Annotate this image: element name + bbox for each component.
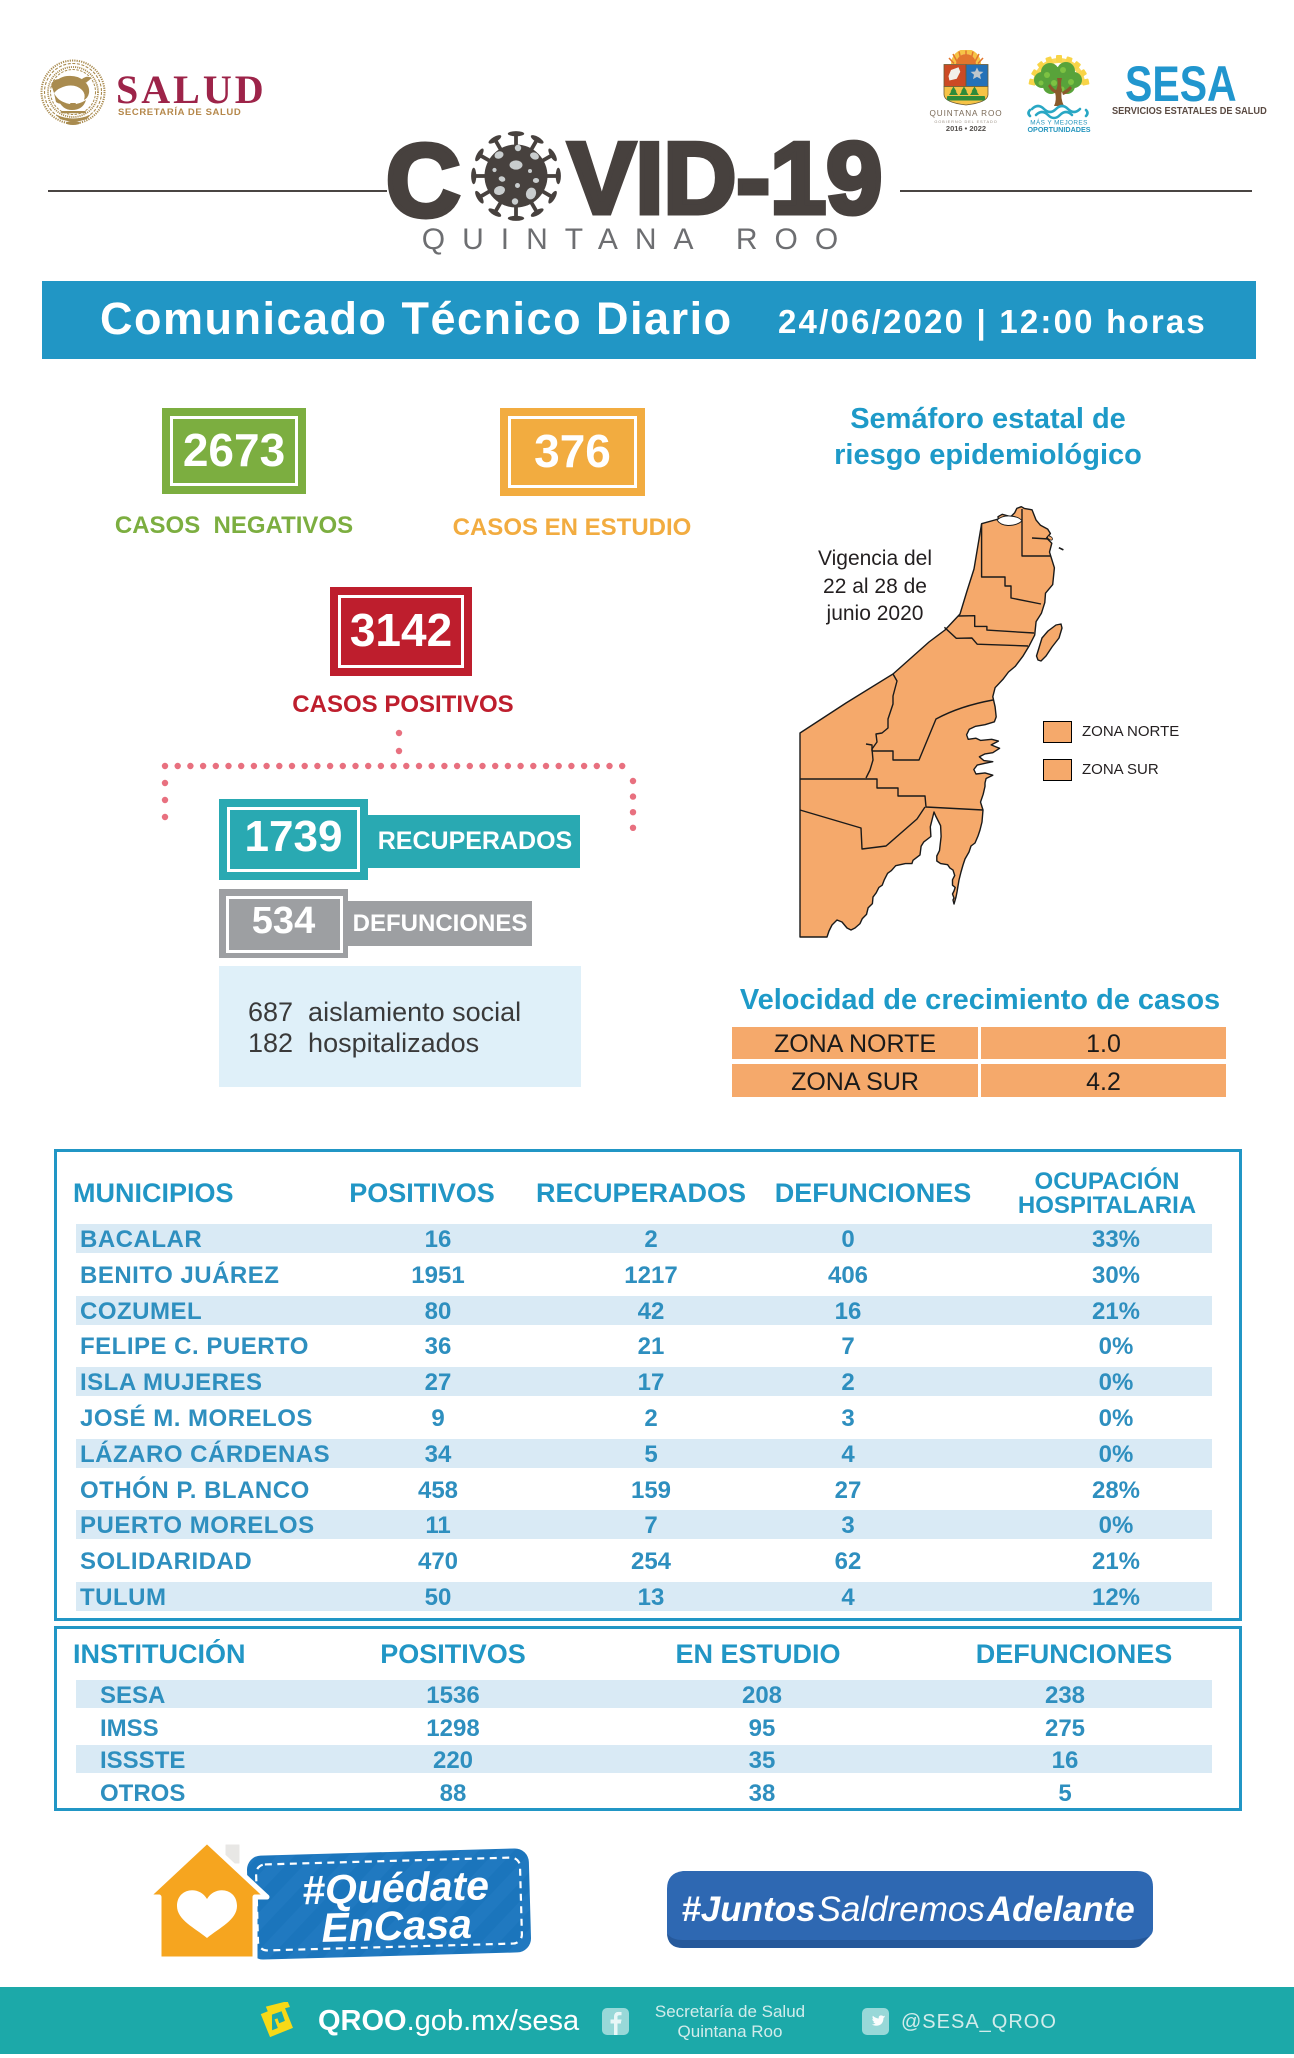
svg-text:MÁS Y MEJORES: MÁS Y MEJORES [1030,118,1088,127]
svg-text:QUINTANA ROO: QUINTANA ROO [930,109,1003,118]
svg-text:OPORTUNIDADES: OPORTUNIDADES [1027,125,1090,134]
svg-text:GOBIERNO DEL ESTADO: GOBIERNO DEL ESTADO [934,119,997,124]
svg-text:#JuntosSaldremosAdelante: #JuntosSaldremosAdelante [681,1890,1134,1929]
svg-text:EnCasa: EnCasa [321,1901,473,1951]
svg-text:#Quédate: #Quédate [302,1862,490,1913]
svg-text:2016 • 2022: 2016 • 2022 [946,124,986,133]
